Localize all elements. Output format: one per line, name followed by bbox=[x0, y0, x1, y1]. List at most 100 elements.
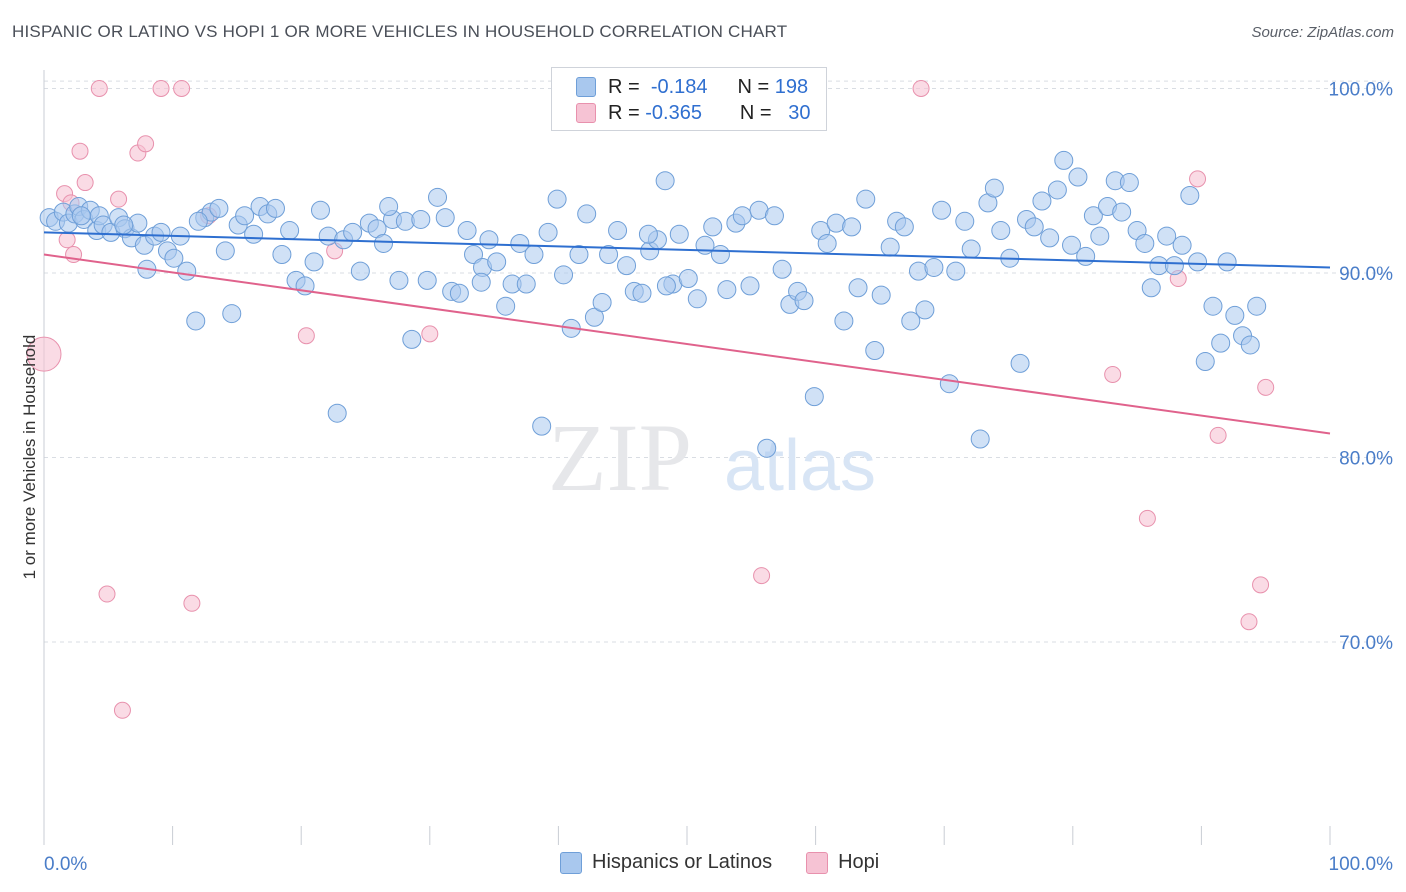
hispanic-point bbox=[1083, 206, 1103, 226]
hispanic-point bbox=[188, 211, 208, 231]
hopi-point bbox=[421, 325, 439, 343]
hispanic-point bbox=[538, 222, 558, 242]
legend-row-hopi: R = -0.365 N = 30 bbox=[576, 101, 811, 125]
hispanic-point bbox=[717, 280, 737, 300]
hispanic-point bbox=[457, 221, 477, 241]
hispanic-point bbox=[265, 198, 285, 218]
hispanic-point bbox=[871, 285, 891, 305]
hispanic-point bbox=[1112, 202, 1132, 222]
legend-swatch-blue bbox=[560, 851, 582, 874]
hispanic-point bbox=[1024, 217, 1044, 237]
x-tick-label: 100.0% bbox=[1329, 854, 1394, 875]
hopi-point bbox=[137, 135, 155, 153]
hopi-point bbox=[1209, 426, 1227, 444]
hispanic-point bbox=[1141, 278, 1161, 298]
hispanic-point bbox=[428, 187, 448, 207]
hopi-point bbox=[1252, 576, 1270, 594]
hopi-point bbox=[173, 79, 191, 97]
legend-item-hopi[interactable]: Hopi bbox=[806, 851, 879, 874]
hispanic-point bbox=[1032, 191, 1052, 211]
hispanic-point bbox=[608, 221, 628, 241]
hispanic-trend-line bbox=[43, 231, 1331, 269]
stats-legend: R = -0.184 N = 198 R = -0.365 N = 30 bbox=[551, 67, 827, 131]
hispanic-point bbox=[510, 233, 530, 253]
hispanic-point bbox=[479, 230, 499, 250]
hopi-point bbox=[297, 327, 315, 345]
hispanic-point bbox=[1217, 252, 1237, 272]
hispanic-point bbox=[379, 197, 399, 217]
hispanic-point bbox=[703, 217, 723, 237]
hispanic-point bbox=[569, 245, 589, 265]
hispanic-point bbox=[402, 329, 422, 349]
hispanic-point bbox=[327, 403, 347, 423]
hispanic-point bbox=[961, 239, 981, 259]
trend-lines bbox=[43, 231, 1331, 435]
x-tick-label: 0.0% bbox=[44, 854, 87, 875]
hispanic-point bbox=[186, 311, 206, 331]
hispanic-point bbox=[1157, 226, 1177, 246]
legend-row-hispanic: R = -0.184 N = 198 bbox=[576, 75, 808, 99]
hopi-point bbox=[90, 79, 108, 97]
hispanic-point bbox=[592, 293, 612, 312]
hopi-trend-line bbox=[43, 253, 1331, 435]
watermark-atlas: atlas bbox=[724, 426, 876, 506]
hispanic-point bbox=[343, 222, 363, 242]
legend-item-hispanic[interactable]: Hispanics or Latinos bbox=[560, 851, 772, 874]
hispanic-point bbox=[757, 438, 777, 458]
hispanic-point bbox=[710, 245, 730, 265]
hopi-points bbox=[26, 79, 1275, 719]
hispanic-point bbox=[435, 208, 455, 228]
hispanic-point bbox=[970, 429, 990, 449]
hispanic-point bbox=[164, 248, 184, 268]
hopi-point bbox=[113, 701, 131, 719]
source-note: Source: ZipAtlas.com bbox=[1251, 24, 1394, 41]
hispanic-point bbox=[1090, 226, 1110, 246]
hispanic-point bbox=[865, 340, 885, 360]
hispanic-point bbox=[1225, 305, 1245, 325]
hispanic-point bbox=[177, 261, 197, 281]
hispanic-point bbox=[71, 206, 91, 226]
hispanic-point bbox=[350, 261, 370, 281]
hispanic-point bbox=[732, 206, 752, 226]
hispanic-point bbox=[880, 237, 900, 257]
tick-labels: 70.0% 80.0% 90.0% 100.0% 0.0% 100.0% bbox=[44, 79, 1393, 875]
hopi-point bbox=[912, 79, 930, 97]
hispanic-point bbox=[901, 311, 921, 331]
hispanic-point bbox=[1062, 235, 1082, 255]
axes bbox=[43, 70, 1331, 845]
grid-lines bbox=[44, 80, 1390, 643]
hispanic-point bbox=[1119, 173, 1139, 193]
hispanic-point bbox=[389, 270, 409, 290]
legend-swatch-pink bbox=[806, 851, 829, 874]
hispanic-point bbox=[632, 283, 652, 303]
hispanic-point bbox=[280, 221, 300, 241]
hispanic-point bbox=[678, 269, 698, 289]
hispanic-point bbox=[151, 222, 171, 242]
hispanic-point bbox=[939, 374, 959, 394]
hispanic-point bbox=[740, 276, 760, 296]
hispanic-point bbox=[817, 233, 837, 253]
hispanic-point bbox=[1211, 333, 1231, 353]
hispanic-point bbox=[584, 307, 604, 327]
hispanic-point bbox=[496, 296, 516, 316]
legend-r-value: -0.184 bbox=[650, 75, 708, 98]
y-tick-label: 80.0% bbox=[1339, 449, 1393, 470]
hispanic-point bbox=[638, 224, 658, 244]
hispanic-points bbox=[39, 150, 1267, 458]
hispanic-point bbox=[1240, 335, 1260, 355]
legend-r-value: -0.365 bbox=[645, 101, 702, 124]
hopi-point bbox=[183, 594, 201, 612]
hispanic-point bbox=[1047, 180, 1067, 200]
hispanic-point bbox=[656, 276, 676, 296]
hispanic-point bbox=[1172, 235, 1192, 255]
hispanic-point bbox=[1247, 296, 1267, 316]
hopi-point bbox=[1257, 378, 1275, 396]
hispanic-point bbox=[669, 224, 689, 244]
hispanic-point bbox=[687, 289, 707, 309]
hopi-point bbox=[1189, 170, 1207, 188]
hispanic-point bbox=[1164, 256, 1184, 276]
hispanic-point bbox=[272, 245, 292, 265]
hispanic-point bbox=[235, 206, 255, 226]
hispanic-point bbox=[244, 224, 264, 244]
hispanic-point bbox=[554, 265, 574, 285]
